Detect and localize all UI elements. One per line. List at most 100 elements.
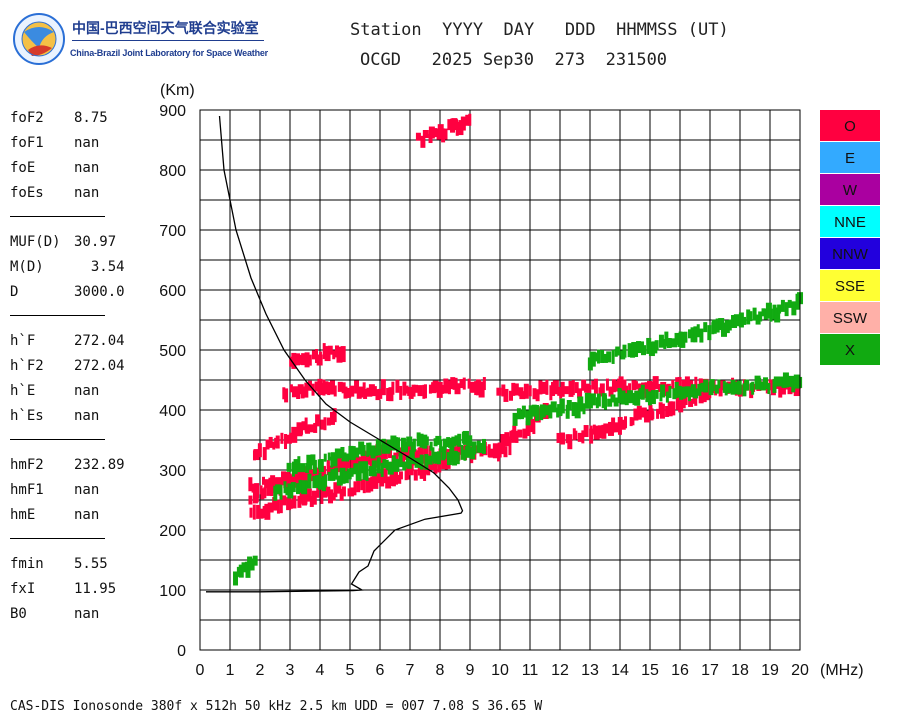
echo-point-o <box>694 376 698 389</box>
echo-point-o <box>364 455 370 465</box>
x-tick-label: 6 <box>376 662 385 679</box>
echo-point-o <box>323 417 327 431</box>
echo-point-o <box>317 378 323 395</box>
echo-point-x <box>318 459 324 473</box>
echo-point-o <box>369 455 373 471</box>
echo-point-o <box>385 476 392 489</box>
echo-point-x <box>793 374 800 389</box>
echo-point-o <box>320 419 325 430</box>
echo-point-o <box>391 381 395 395</box>
echo-point-o <box>648 404 653 417</box>
echo-point-x <box>334 467 339 480</box>
echo-point-o <box>270 475 276 490</box>
x-tick-label: 0 <box>196 662 205 679</box>
echo-point-o <box>647 380 653 392</box>
echo-point-o <box>301 353 307 366</box>
echo-point-o <box>327 382 331 396</box>
echo-point-x <box>371 460 377 477</box>
echo-point-o <box>326 417 331 426</box>
echo-point-x <box>765 302 772 319</box>
echo-point-x <box>346 468 352 480</box>
param-row: D 3000.0 <box>10 284 130 302</box>
echo-point-x <box>665 391 669 403</box>
echo-point-x <box>741 316 747 325</box>
echo-point-o <box>586 385 592 397</box>
echo-point-x <box>448 437 455 448</box>
x-tick-label: 5 <box>346 662 355 679</box>
echo-point-o <box>408 464 414 476</box>
echo-point-x <box>355 447 360 458</box>
echo-point-x <box>709 379 715 392</box>
echo-point-x <box>425 436 429 446</box>
legend-swatch-x <box>820 334 880 365</box>
echo-point-x <box>722 380 726 393</box>
echo-point-x <box>531 404 537 417</box>
echo-point-o <box>349 487 354 497</box>
echo-point-o <box>608 386 614 397</box>
param-row: hmF1 nan <box>10 482 130 500</box>
echo-point-o <box>552 380 559 395</box>
echo-point-x <box>607 398 613 407</box>
x-tick-label: 8 <box>436 662 445 679</box>
echo-point-x <box>346 453 350 462</box>
echo-point-o <box>413 384 418 393</box>
echo-point-o <box>276 499 280 514</box>
echo-point-o <box>313 422 318 433</box>
instrument-footer: CAS-DIS Ionosonde 380f x 512h 50 kHz 2.5… <box>10 699 543 714</box>
echo-point-x <box>688 329 693 339</box>
param-row: h`F2 272.04 <box>10 358 130 376</box>
echo-point-o <box>630 417 635 426</box>
echo-point-o <box>422 129 429 138</box>
echo-point-o <box>447 380 451 395</box>
echo-point-o <box>362 480 366 494</box>
echo-point-x <box>632 392 636 405</box>
echo-point-o <box>677 397 684 408</box>
echo-point-x <box>634 390 641 406</box>
echo-point-o <box>488 448 494 458</box>
echo-point-x <box>582 403 586 415</box>
echo-point-o <box>248 495 253 505</box>
echo-point-o <box>280 432 284 444</box>
y-tick-label: 400 <box>159 403 186 420</box>
x-tick-label: 16 <box>671 662 689 679</box>
echo-point-x <box>559 398 565 414</box>
echo-point-x <box>321 476 326 492</box>
echo-point-o <box>289 384 293 393</box>
echo-point-x <box>677 385 682 397</box>
param-name: B0 <box>10 606 27 622</box>
echo-point-o <box>382 468 388 484</box>
echo-point-o <box>719 380 726 391</box>
echo-point-o <box>249 507 253 518</box>
echo-point-o <box>423 384 427 399</box>
echo-point-x <box>390 435 397 451</box>
param-name: fmin <box>10 556 44 572</box>
echo-point-o <box>329 411 335 425</box>
echo-point-o <box>340 346 346 363</box>
echo-point-o <box>636 405 642 420</box>
echo-point-o <box>474 381 478 396</box>
x-tick-label: 20 <box>791 662 809 679</box>
echo-point-o <box>667 401 673 417</box>
echo-point-o <box>428 445 432 461</box>
echo-point-o <box>358 386 364 398</box>
echo-point-x <box>248 558 255 571</box>
param-value: nan <box>74 482 100 498</box>
echo-point-o <box>415 132 421 141</box>
echo-point-o <box>347 387 352 398</box>
height-profile-line <box>206 115 464 593</box>
param-name: D <box>10 284 19 300</box>
echo-point-o <box>633 381 638 390</box>
param-name: foF2 <box>10 110 44 126</box>
echo-point-o <box>583 425 589 438</box>
echo-point-o <box>468 113 472 126</box>
param-row: fmin 5.55 <box>10 556 130 574</box>
echo-point-o <box>291 495 297 509</box>
echo-point-o <box>253 449 260 461</box>
echo-point-o <box>577 432 584 442</box>
echo-point-o <box>296 354 303 365</box>
y-tick-label: 800 <box>159 163 186 180</box>
echo-point-o <box>284 388 289 403</box>
echo-point-o <box>427 462 434 471</box>
plot-frame <box>199 109 801 651</box>
legend-label: X <box>845 342 855 359</box>
